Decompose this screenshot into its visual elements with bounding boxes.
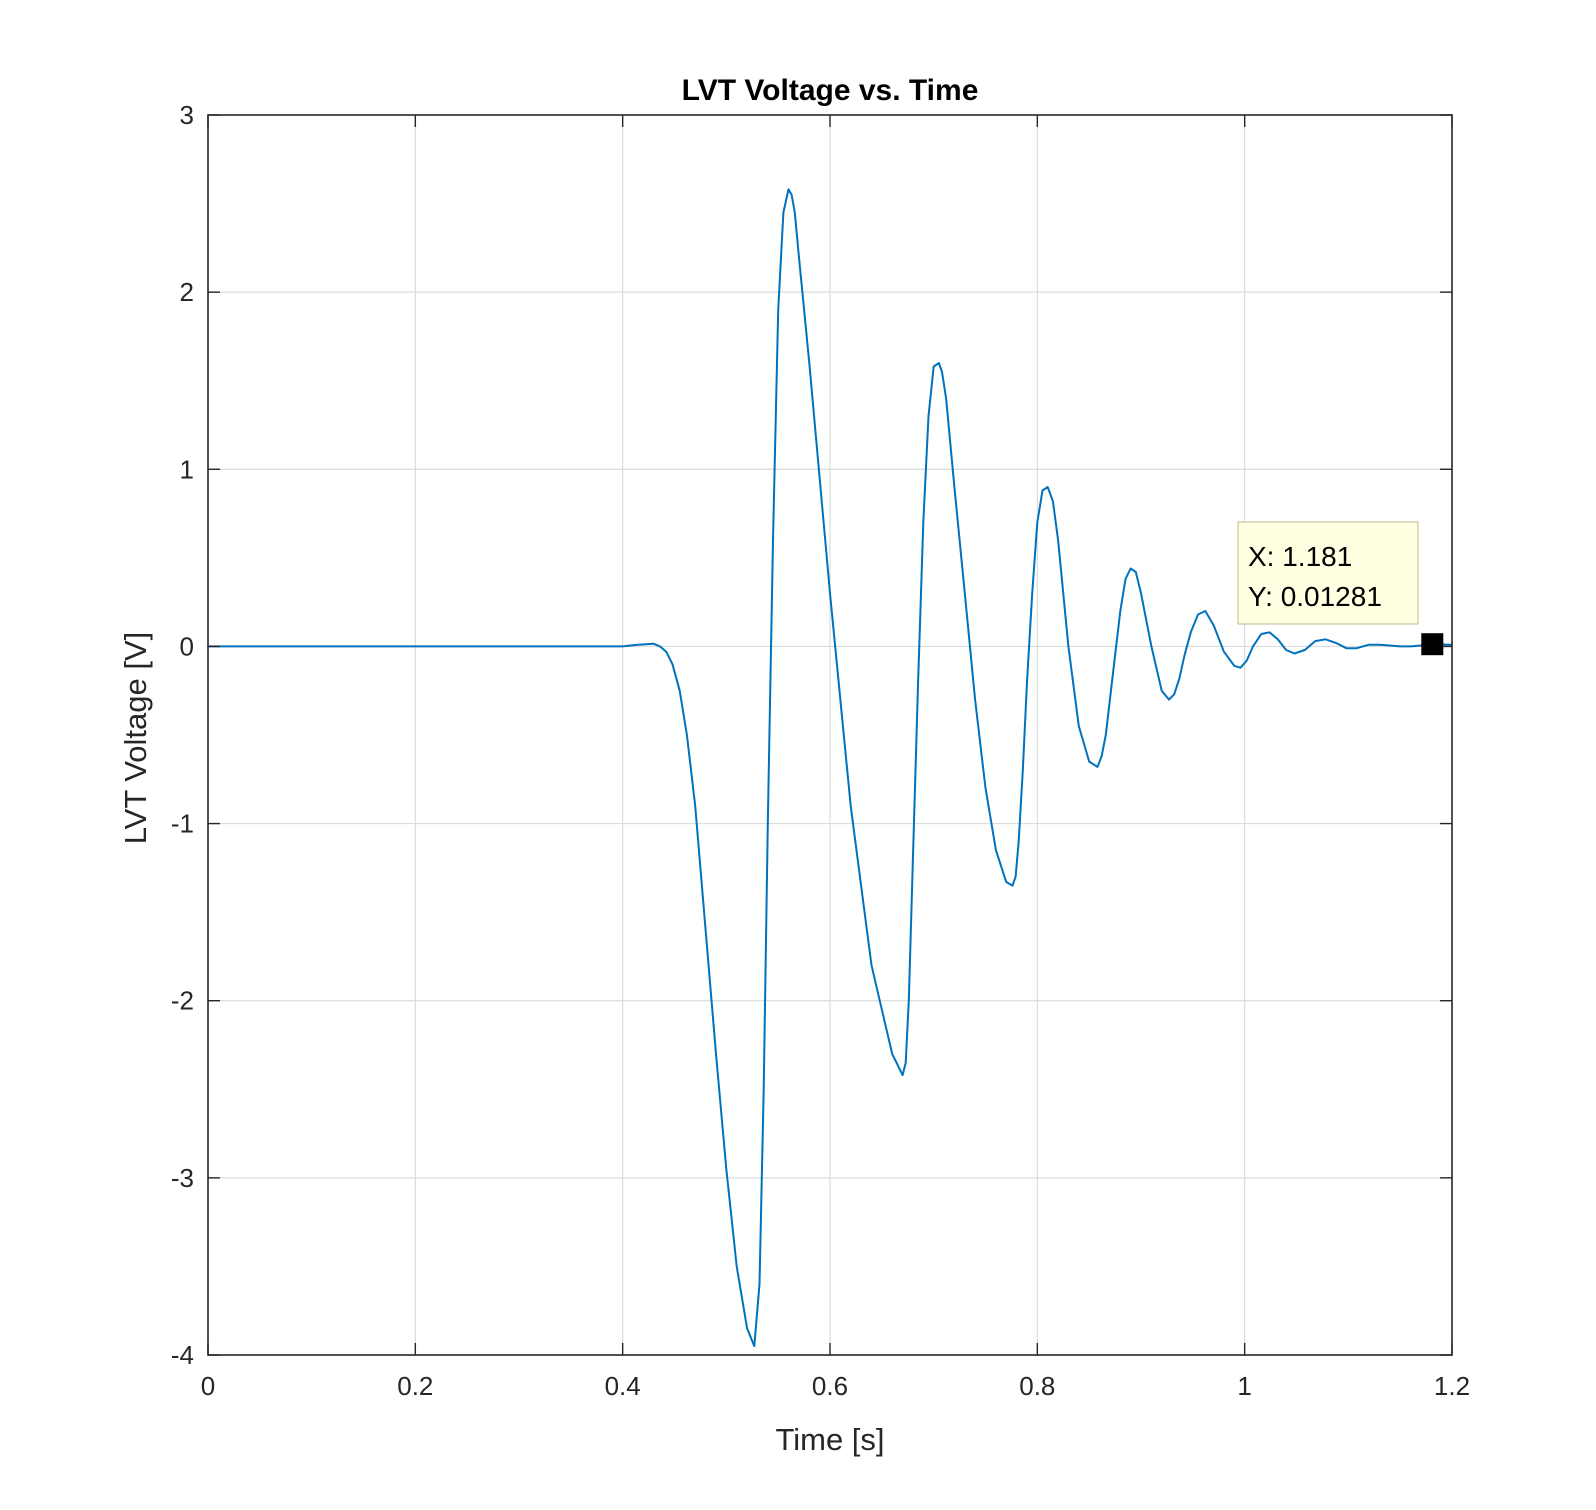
datatip-x-label: X: 1.181 xyxy=(1248,541,1352,572)
y-tick-label: 3 xyxy=(180,100,194,130)
x-tick-label: 1 xyxy=(1237,1371,1251,1401)
x-axis-title: Time [s] xyxy=(775,1422,884,1457)
series-line xyxy=(207,188,1453,1348)
x-tick-label: 0.2 xyxy=(397,1371,433,1401)
tick-marks xyxy=(207,114,1453,1356)
chart-title: LVT Voltage vs. Time xyxy=(682,74,979,107)
x-tick-label: 0.6 xyxy=(812,1371,848,1401)
y-tick-label: -2 xyxy=(171,986,194,1016)
y-axis-title: LVT Voltage [V] xyxy=(118,632,153,845)
y-tick-labels: -4 -3 -2 -1 0 1 2 3 xyxy=(171,100,194,1370)
datatip-box xyxy=(1237,521,1419,625)
y-tick-label: -3 xyxy=(171,1163,194,1193)
y-tick-label: -4 xyxy=(171,1340,194,1370)
series-layer xyxy=(207,188,1453,1348)
y-tick-label: 0 xyxy=(180,631,194,661)
y-tick-label: -1 xyxy=(171,809,194,839)
x-tick-label: 0.8 xyxy=(1019,1371,1055,1401)
grid-lines xyxy=(208,115,1452,1355)
datatip-y-label: Y: 0.01281 xyxy=(1248,581,1382,612)
x-tick-label: 0.4 xyxy=(605,1371,641,1401)
x-tick-label: 1.2 xyxy=(1434,1371,1470,1401)
x-tick-label: 0 xyxy=(201,1371,215,1401)
datatip[interactable]: X: 1.181 Y: 0.01281 xyxy=(1237,521,1444,656)
y-tick-label: 1 xyxy=(180,454,194,484)
y-tick-label: 2 xyxy=(180,277,194,307)
datatip-marker[interactable] xyxy=(1421,633,1444,656)
x-tick-labels: 0 0.2 0.4 0.6 0.8 1 1.2 xyxy=(201,1371,1470,1401)
